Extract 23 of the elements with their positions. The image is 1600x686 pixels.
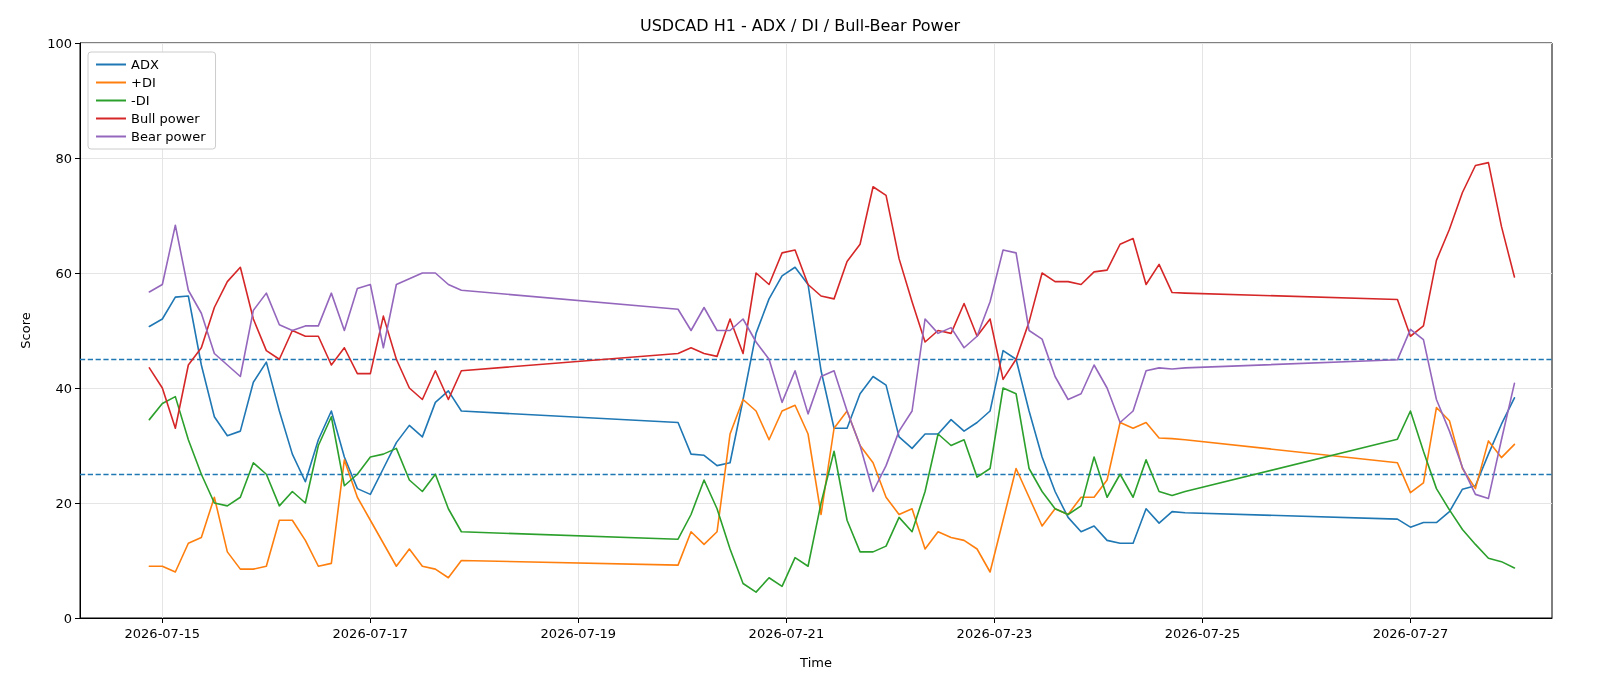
line-series <box>148 224 1516 500</box>
y-tick-label: 60 <box>55 265 72 281</box>
legend-label: ADX <box>131 57 159 72</box>
y-axis-title: Score <box>18 312 33 349</box>
x-tick-label: 2026-07-19 <box>540 626 617 641</box>
legend-label: -DI <box>131 93 150 108</box>
x-tick-label: 2026-07-23 <box>956 626 1033 641</box>
y-tick-label: 40 <box>55 380 72 396</box>
y-tick-label: 100 <box>47 35 72 51</box>
legend-label: Bull power <box>131 111 201 126</box>
y-tick-label: 0 <box>63 610 72 626</box>
x-axis-title: Time <box>799 655 832 670</box>
x-tick-label: 2026-07-15 <box>124 626 201 641</box>
x-tick-label: 2026-07-17 <box>332 626 409 641</box>
x-tick-label: 2026-07-27 <box>1372 626 1449 641</box>
x-tick-label: 2026-07-25 <box>1164 626 1241 641</box>
chart-title: USDCAD H1 - ADX / DI / Bull-Bear Power <box>639 15 961 35</box>
y-tick-label: 80 <box>55 150 72 166</box>
y-tick-label: 20 <box>55 495 72 511</box>
legend-label: Bear power <box>131 129 207 144</box>
legend-label: +DI <box>131 75 156 90</box>
x-tick-label: 2026-07-21 <box>748 626 825 641</box>
line-series <box>148 161 1516 430</box>
